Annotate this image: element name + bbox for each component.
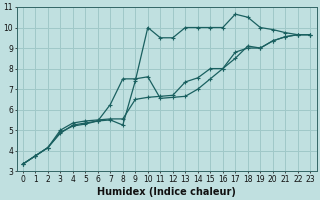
X-axis label: Humidex (Indice chaleur): Humidex (Indice chaleur) xyxy=(97,187,236,197)
